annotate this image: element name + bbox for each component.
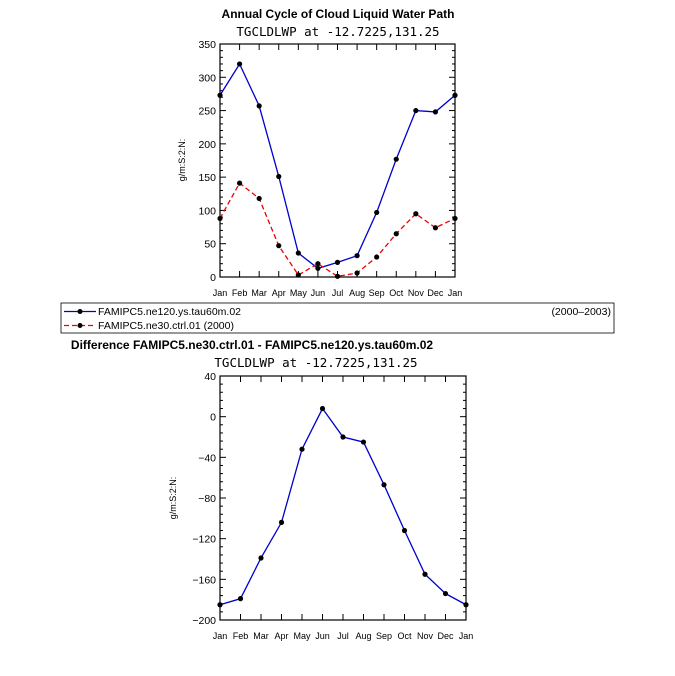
chart2-ytick-label: 40 [204,371,216,383]
chart1-series-1-point [452,215,458,222]
legend: FAMIPC5.ne120.ys.tau60m.02 (2000–2003) F… [60,302,615,334]
chart1-series-1-point [413,211,419,217]
legend-label-ne30: FAMIPC5.ne30.ctrl.01 (2000) [98,320,234,332]
chart1-series-1-point [354,270,360,276]
chart1-plot: 0 50 100 150 200 250 300 350 Jan Feb Mar Apr May Jun J… [198,39,462,298]
legend-marker-ne30 [77,323,83,328]
chart1-series-0-point [217,92,223,98]
chart2-ytick-label: −80 [198,493,216,505]
chart2-xtick-label: Mar [253,631,269,641]
chart1-series-0-point [295,250,301,256]
chart2-xtick-label: Jun [315,631,330,641]
chart1-xtick-label: Apr [272,288,286,298]
chart1-series-0-point [236,61,243,67]
chart2-ylabel: g/m:S:2:N: [168,477,178,520]
chart1-xtick-label: Jan [213,288,228,298]
chart2-series-0-point [278,519,285,526]
chart1-ytick-label: 0 [210,272,216,284]
chart1-series-0-point [276,173,282,180]
chart1-series-1-point [374,254,380,260]
chart1-series-0-point [334,259,341,265]
chart2-xtick-label: Oct [397,631,412,641]
chart2-title: Difference FAMIPC5.ne30.ctrl.01 - FAMIPC… [71,338,433,352]
chart2-series-0-point [360,439,367,445]
chart1-xtick-label: Aug [349,288,365,298]
chart1-series-0-point [413,107,419,114]
chart1-series-1-point [393,231,399,237]
chart1-ytick-label: 250 [198,106,216,118]
chart1-title: Annual Cycle of Cloud Liquid Water Path [222,7,455,21]
chart2-series-0-point [442,590,449,597]
chart1-xtick-label: Nov [408,288,425,298]
chart2-plot: −200 −160 −120 −80 −40 0 40 Jan Feb Mar Apr May Jun J… [192,371,473,641]
chart1-frame [219,43,456,278]
legend-label-ne120: FAMIPC5.ne120.ys.tau60m.02 [98,306,241,318]
chart2-xtick-label: Jan [213,631,228,641]
chart2-ytick-label: −40 [198,452,216,464]
chart1-series-1-point [256,195,262,202]
chart1-series-0-point [452,92,458,98]
chart1-series-0-point [393,156,399,162]
chart1-series-1-point [276,243,282,249]
chart1-series-1-point [334,273,341,279]
chart2-ytick-label: −160 [192,574,216,586]
chart1-xtick-label: May [290,288,308,298]
chart1-xtick-label: Feb [232,288,248,298]
chart1-ytick-label: 150 [198,172,216,184]
chart2-xtick-label: Feb [233,631,249,641]
chart1-xtick-label: Sep [369,288,385,298]
chart1-xtick-label: Jan [448,288,463,298]
chart1-xtick-label: Jul [332,288,344,298]
chart1-series-0-point [256,103,262,109]
chart2-xtick-label: Nov [417,631,434,641]
chart2-subtitle: TGCLDLWP at -12.7225,131.25 [214,355,417,370]
chart1-xtick-label: Mar [251,288,267,298]
chart1-series-0-point [354,253,360,259]
chart2-xtick-label: May [293,631,311,641]
chart1-subtitle: TGCLDLWP at -12.7225,131.25 [236,24,439,39]
chart1-ytick-label: 100 [198,205,216,217]
chart2-ytick-label: −200 [192,615,216,627]
chart2-series-0-point [237,596,244,602]
chart2-xtick-label: Dec [437,631,454,641]
chart2-xtick-label: Apr [274,631,288,641]
chart1-series-1-point [315,261,321,267]
chart1-ylabel: g/m:S:2:N: [177,139,187,182]
chart1-series-1-point [236,180,243,186]
chart1-xtick-label: Dec [427,288,444,298]
chart1-series-0-line [219,62,456,270]
chart2-xtick-label: Sep [376,631,392,641]
chart2-series-0-point [217,602,223,608]
chart2-ytick-label: 0 [210,412,216,424]
chart1-ytick-label: 200 [198,139,216,151]
chart1-ytick-label: 50 [204,239,216,251]
chart1-xtick-label: Oct [389,288,404,298]
chart2-series-0-point [319,405,326,412]
chart1-ytick-label: 300 [198,72,216,84]
chart2-series-0-point [381,482,387,488]
chart2-series-0-point [463,602,469,608]
legend-marker-ne120 [77,309,83,314]
legend-box [60,302,615,334]
chart2-frame [219,375,467,621]
chart2-series-0-point [258,555,264,561]
chart1-ytick-label: 350 [198,39,216,51]
chart1-series-0-point [374,209,380,216]
chart1-series-0-point [432,109,439,115]
chart1-series-1-point [432,225,439,231]
chart2-series-0-point [340,434,346,440]
legend-period-ne120: (2000–2003) [551,306,611,318]
chart2-xtick-label: Jul [337,631,349,641]
chart1-series-1-point [295,272,301,278]
chart2-xtick-label: Jan [459,631,474,641]
chart2-series-0-point [299,446,305,452]
chart2-xtick-label: Aug [355,631,371,641]
chart2-series-0-point [422,571,428,577]
chart1-series-1-point [217,215,223,222]
chart1-xtick-label: Jun [311,288,326,298]
chart2-series-0-point [401,527,408,534]
chart2-ytick-label: −120 [192,534,216,546]
chart1-series-0-point [315,265,321,271]
